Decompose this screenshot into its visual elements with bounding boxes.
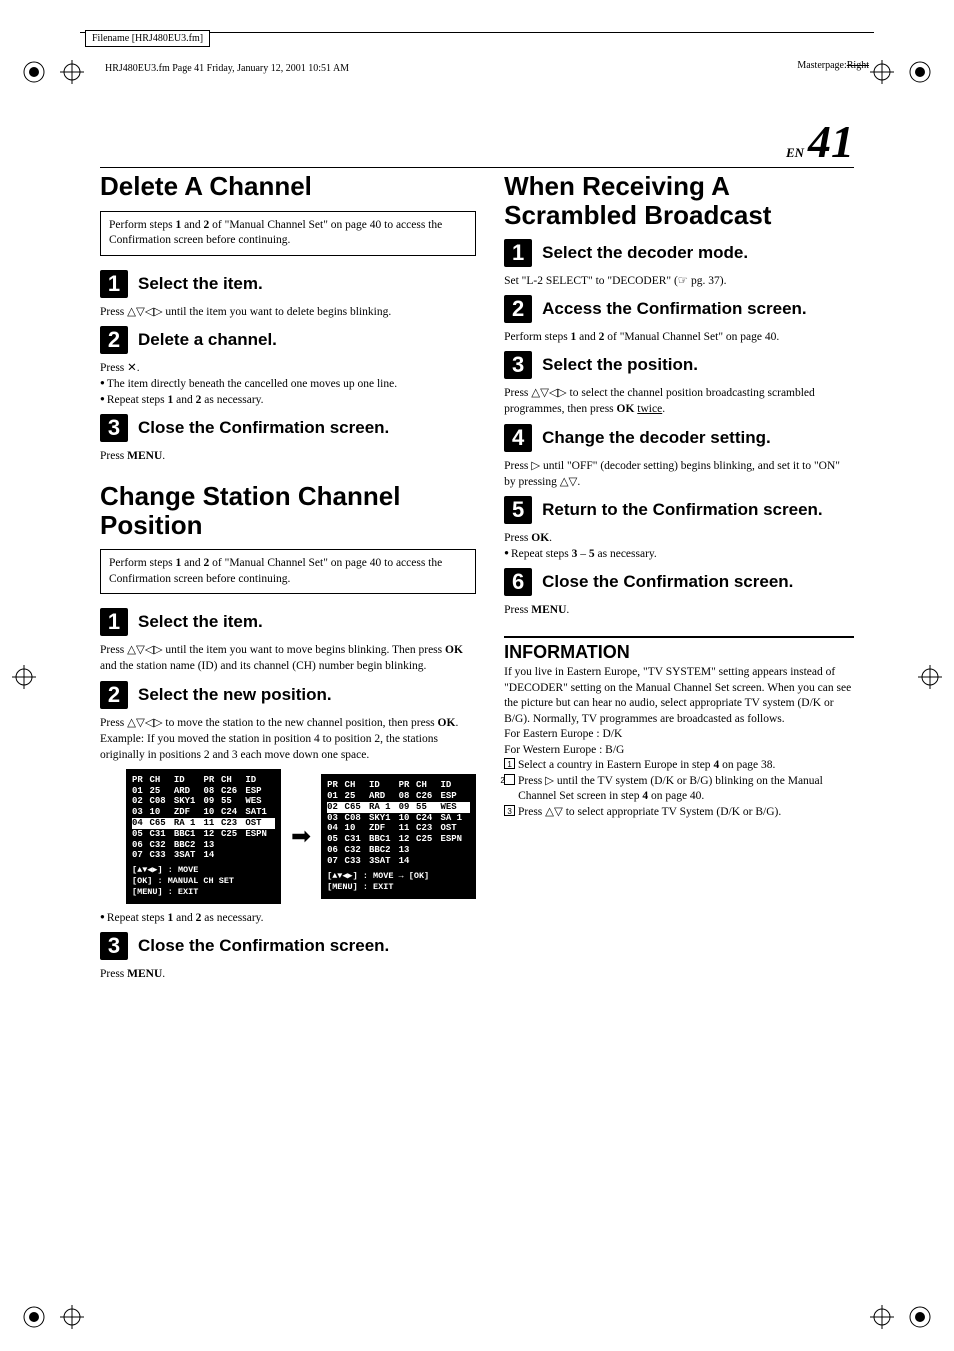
step-number-icon: 1 (100, 608, 128, 636)
right-column: When Receiving A Scrambled Broadcast 1 S… (504, 172, 854, 988)
step-title: Select the item. (138, 274, 263, 294)
step-title: Return to the Confirmation screen. (542, 500, 823, 520)
registration-mark-icon (22, 60, 46, 84)
step-header: 2 Delete a channel. (100, 326, 476, 354)
step-body: Press △▽◁▷ to move the station to the ne… (100, 715, 476, 763)
step-title: Access the Confirmation screen. (542, 299, 807, 319)
crosshair-icon (870, 60, 894, 84)
step-number-icon: 2 (100, 681, 128, 709)
step-title: Select the item. (138, 612, 263, 632)
step-header: 1 Select the item. (100, 270, 476, 298)
info-body: If you live in Eastern Europe, "TV SYSTE… (504, 665, 854, 820)
left-column: Delete A Channel Perform steps 1 and 2 o… (100, 172, 476, 988)
step-body: Repeat steps 1 and 2 as necessary. (100, 910, 476, 926)
step-body: Press △▽◁▷ until the item you want to mo… (100, 642, 476, 674)
step-header: 5 Return to the Confirmation screen. (504, 496, 854, 524)
section-heading: Change Station Channel Position (100, 482, 476, 539)
step-body: Press ▷ until "OFF" (decoder setting) be… (504, 458, 854, 490)
step-number-icon: 5 (504, 496, 532, 524)
registration-mark-icon (908, 60, 932, 84)
information-section: INFORMATION If you live in Eastern Europ… (504, 636, 854, 820)
intro-box: Perform steps 1 and 2 of "Manual Channel… (100, 549, 476, 594)
bullet-item: Repeat steps 1 and 2 as necessary. (100, 910, 476, 926)
step-number-icon: 2 (100, 326, 128, 354)
section-heading: When Receiving A Scrambled Broadcast (504, 172, 854, 229)
step-title: Select the position. (542, 355, 698, 375)
arrow-right-icon: ➡ (291, 822, 311, 851)
masterpage-label: Masterpage:Right (797, 60, 869, 71)
step-body: Press MENU. (504, 602, 854, 618)
step-body: Press △▽◁▷ to select the channel positio… (504, 385, 854, 417)
osd-screen-before: PRCHIDPRCHID0125ARD08C26ESP02C08SKY10955… (126, 769, 281, 905)
step-number-icon: 3 (100, 414, 128, 442)
step-title: Close the Confirmation screen. (542, 572, 793, 592)
bullet-item: Repeat steps 3 – 5 as necessary. (504, 546, 854, 562)
step-number-icon: 1 (504, 239, 532, 267)
step-title: Select the decoder mode. (542, 243, 748, 263)
bullet-item: The item directly beneath the cancelled … (100, 376, 476, 392)
osd-screen-after: PRCHIDPRCHID0125ARD08C26ESP02C65RA 10955… (321, 774, 476, 898)
step-header: 3 Select the position. (504, 351, 854, 379)
step-body: Perform steps 1 and 2 of "Manual Channel… (504, 329, 854, 345)
step-body: Press OK. Repeat steps 3 – 5 as necessar… (504, 530, 854, 562)
crosshair-icon (870, 1305, 894, 1329)
step-title: Close the Confirmation screen. (138, 418, 389, 438)
step-body: Press ✕. The item directly beneath the c… (100, 360, 476, 408)
step-header: 2 Select the new position. (100, 681, 476, 709)
section-heading: Delete A Channel (100, 172, 476, 201)
step-number-icon: 4 (504, 424, 532, 452)
step-number-icon: 1 (100, 270, 128, 298)
registration-mark-icon (908, 1305, 932, 1329)
screen-diagram: PRCHIDPRCHID0125ARD08C26ESP02C08SKY10955… (126, 769, 476, 905)
step-header: 3 Close the Confirmation screen. (100, 414, 476, 442)
crosshair-icon (60, 1305, 84, 1329)
info-heading: INFORMATION (504, 642, 854, 663)
filename-label: Filename [HRJ480EU3.fm] (85, 30, 210, 47)
step-header: 1 Select the item. (100, 608, 476, 636)
step-title: Close the Confirmation screen. (138, 936, 389, 956)
step-title: Delete a channel. (138, 330, 277, 350)
step-number-icon: 3 (504, 351, 532, 379)
step-number-icon: 3 (100, 932, 128, 960)
intro-box: Perform steps 1 and 2 of "Manual Channel… (100, 211, 476, 256)
page-rule (100, 167, 854, 168)
step-header: 1 Select the decoder mode. (504, 239, 854, 267)
step-header: 6 Close the Confirmation screen. (504, 568, 854, 596)
step-body: Press MENU. (100, 966, 476, 982)
crosshair-icon (60, 60, 84, 84)
crosshair-icon (918, 665, 942, 689)
step-header: 3 Close the Confirmation screen. (100, 932, 476, 960)
step-body: Set "L-2 SELECT" to "DECODER" (☞ pg. 37)… (504, 273, 854, 289)
step-header: 4 Change the decoder setting. (504, 424, 854, 452)
page-info-text: HRJ480EU3.fm Page 41 Friday, January 12,… (105, 63, 349, 74)
step-title: Select the new position. (138, 685, 332, 705)
registration-mark-icon (22, 1305, 46, 1329)
step-number-icon: 6 (504, 568, 532, 596)
step-body: Press MENU. (100, 448, 476, 464)
step-title: Change the decoder setting. (542, 428, 771, 448)
step-body: Press △▽◁▷ until the item you want to de… (100, 304, 476, 320)
step-number-icon: 2 (504, 295, 532, 323)
bullet-item: Repeat steps 1 and 2 as necessary. (100, 392, 476, 408)
step-header: 2 Access the Confirmation screen. (504, 295, 854, 323)
crosshair-icon (12, 665, 36, 689)
page-number: EN 41 (786, 115, 854, 168)
